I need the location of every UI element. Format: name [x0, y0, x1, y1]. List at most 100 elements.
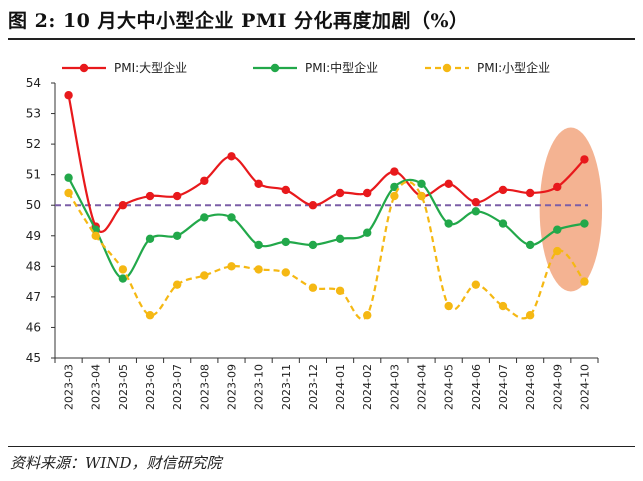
data-point-small — [471, 280, 481, 289]
x-tick-label: 2024-09 — [551, 364, 564, 410]
data-point-small — [335, 286, 345, 295]
data-point-large — [335, 188, 345, 198]
data-point-medium — [227, 213, 236, 222]
data-point-large — [172, 191, 182, 201]
data-point-medium — [580, 219, 589, 228]
data-point-medium — [91, 225, 100, 234]
data-point-medium — [444, 219, 453, 228]
y-tick-label: 52 — [26, 137, 41, 151]
legend-label-medium: PMI:中型企业 — [305, 60, 378, 75]
series-line-large — [67, 94, 586, 233]
data-point-medium — [498, 219, 508, 228]
legend-label-small: PMI:小型企业 — [477, 60, 550, 75]
data-point-medium — [335, 234, 345, 244]
y-tick-label: 54 — [26, 76, 41, 90]
x-tick-label: 2023-08 — [198, 364, 211, 410]
data-point-small — [580, 277, 589, 286]
x-tick-label: 2024-07 — [497, 364, 510, 410]
data-point-medium — [417, 179, 426, 189]
legend-label-large: PMI:大型企业 — [114, 60, 187, 75]
data-point-large — [363, 188, 372, 198]
data-point-medium — [471, 207, 481, 216]
x-tick-label: 2024-05 — [443, 364, 456, 410]
data-point-large — [227, 152, 236, 161]
x-tick-label: 2024-04 — [416, 364, 429, 410]
legend-swatch-marker-medium — [270, 63, 280, 73]
data-point-small — [525, 311, 535, 320]
data-point-large — [254, 179, 263, 189]
figure-title: 图 2: 10 月大中小型企业 PMI 分化再度加剧（%） — [8, 10, 469, 32]
x-tick-label: 2023-05 — [117, 364, 130, 410]
data-point-medium — [390, 182, 399, 192]
x-tick-label: 2023-12 — [307, 364, 320, 410]
legend-swatch-marker-small — [442, 63, 452, 73]
x-tick-label: 2023-06 — [144, 364, 157, 410]
data-point-small — [145, 311, 155, 320]
data-point-medium — [118, 274, 128, 283]
data-point-medium — [64, 173, 73, 182]
data-point-small — [64, 188, 73, 198]
data-point-large — [498, 185, 508, 195]
data-point-medium — [281, 237, 290, 247]
data-point-large — [200, 176, 209, 185]
data-point-small — [553, 246, 562, 256]
data-point-small — [172, 280, 182, 289]
data-point-medium — [363, 228, 372, 237]
x-tick-label: 2024-08 — [524, 364, 537, 410]
x-tick-label: 2024-06 — [470, 364, 483, 410]
series-line-medium — [67, 177, 585, 280]
pmi-line-chart: 45 46 47 48 49 50 51 52 53 54 2023-03 2023-04 2023-0… — [26, 60, 603, 410]
data-point-medium — [172, 231, 182, 240]
data-point-large — [444, 179, 453, 189]
data-point-large — [64, 91, 73, 100]
data-point-small — [200, 271, 209, 280]
y-tick-label: 47 — [26, 290, 41, 304]
y-tick-label: 45 — [26, 351, 41, 365]
title-divider — [8, 38, 635, 40]
x-tick-label: 2024-10 — [578, 364, 591, 410]
data-point-large — [553, 182, 562, 192]
data-point-large — [281, 185, 290, 195]
x-tick-label: 2023-09 — [225, 364, 238, 410]
data-point-small — [227, 262, 236, 271]
x-tick-label: 2024-03 — [388, 364, 401, 410]
series-line-small — [67, 180, 586, 321]
x-tick-label: 2023-11 — [280, 364, 293, 410]
source-divider — [8, 446, 635, 447]
y-tick-label: 53 — [26, 107, 41, 121]
data-point-small — [363, 311, 372, 320]
data-point-small — [91, 231, 100, 240]
y-tick-label: 50 — [26, 198, 41, 212]
data-point-small — [254, 265, 263, 274]
data-point-large — [390, 167, 399, 176]
source-note: 资料来源：WIND，财信研究院 — [10, 454, 222, 472]
y-tick-label: 51 — [26, 168, 41, 182]
data-point-medium — [200, 213, 209, 222]
data-point-small — [308, 283, 318, 292]
data-point-large — [308, 201, 318, 210]
legend-swatch-marker-large — [79, 63, 89, 73]
y-tick-label: 46 — [26, 320, 41, 334]
data-point-small — [498, 301, 508, 311]
data-point-medium — [308, 240, 318, 250]
data-point-large — [118, 201, 128, 210]
data-point-large — [525, 188, 535, 198]
data-point-small — [444, 301, 453, 311]
data-point-medium — [525, 240, 535, 250]
y-tick-label: 49 — [26, 229, 41, 243]
data-point-small — [417, 191, 426, 201]
data-point-large — [145, 191, 155, 201]
data-point-small — [390, 191, 399, 201]
data-point-large — [471, 197, 481, 207]
data-point-small — [118, 265, 128, 274]
data-point-medium — [254, 240, 263, 250]
x-tick-label: 2023-07 — [171, 364, 184, 410]
x-tick-label: 2023-03 — [63, 364, 76, 410]
data-point-large — [580, 155, 589, 164]
x-tick-label: 2023-10 — [253, 364, 266, 410]
data-point-medium — [553, 225, 562, 234]
data-point-small — [281, 268, 290, 277]
x-tick-label: 2023-04 — [90, 364, 103, 410]
y-tick-label: 48 — [26, 259, 41, 273]
x-tick-label: 2024-01 — [334, 364, 347, 410]
